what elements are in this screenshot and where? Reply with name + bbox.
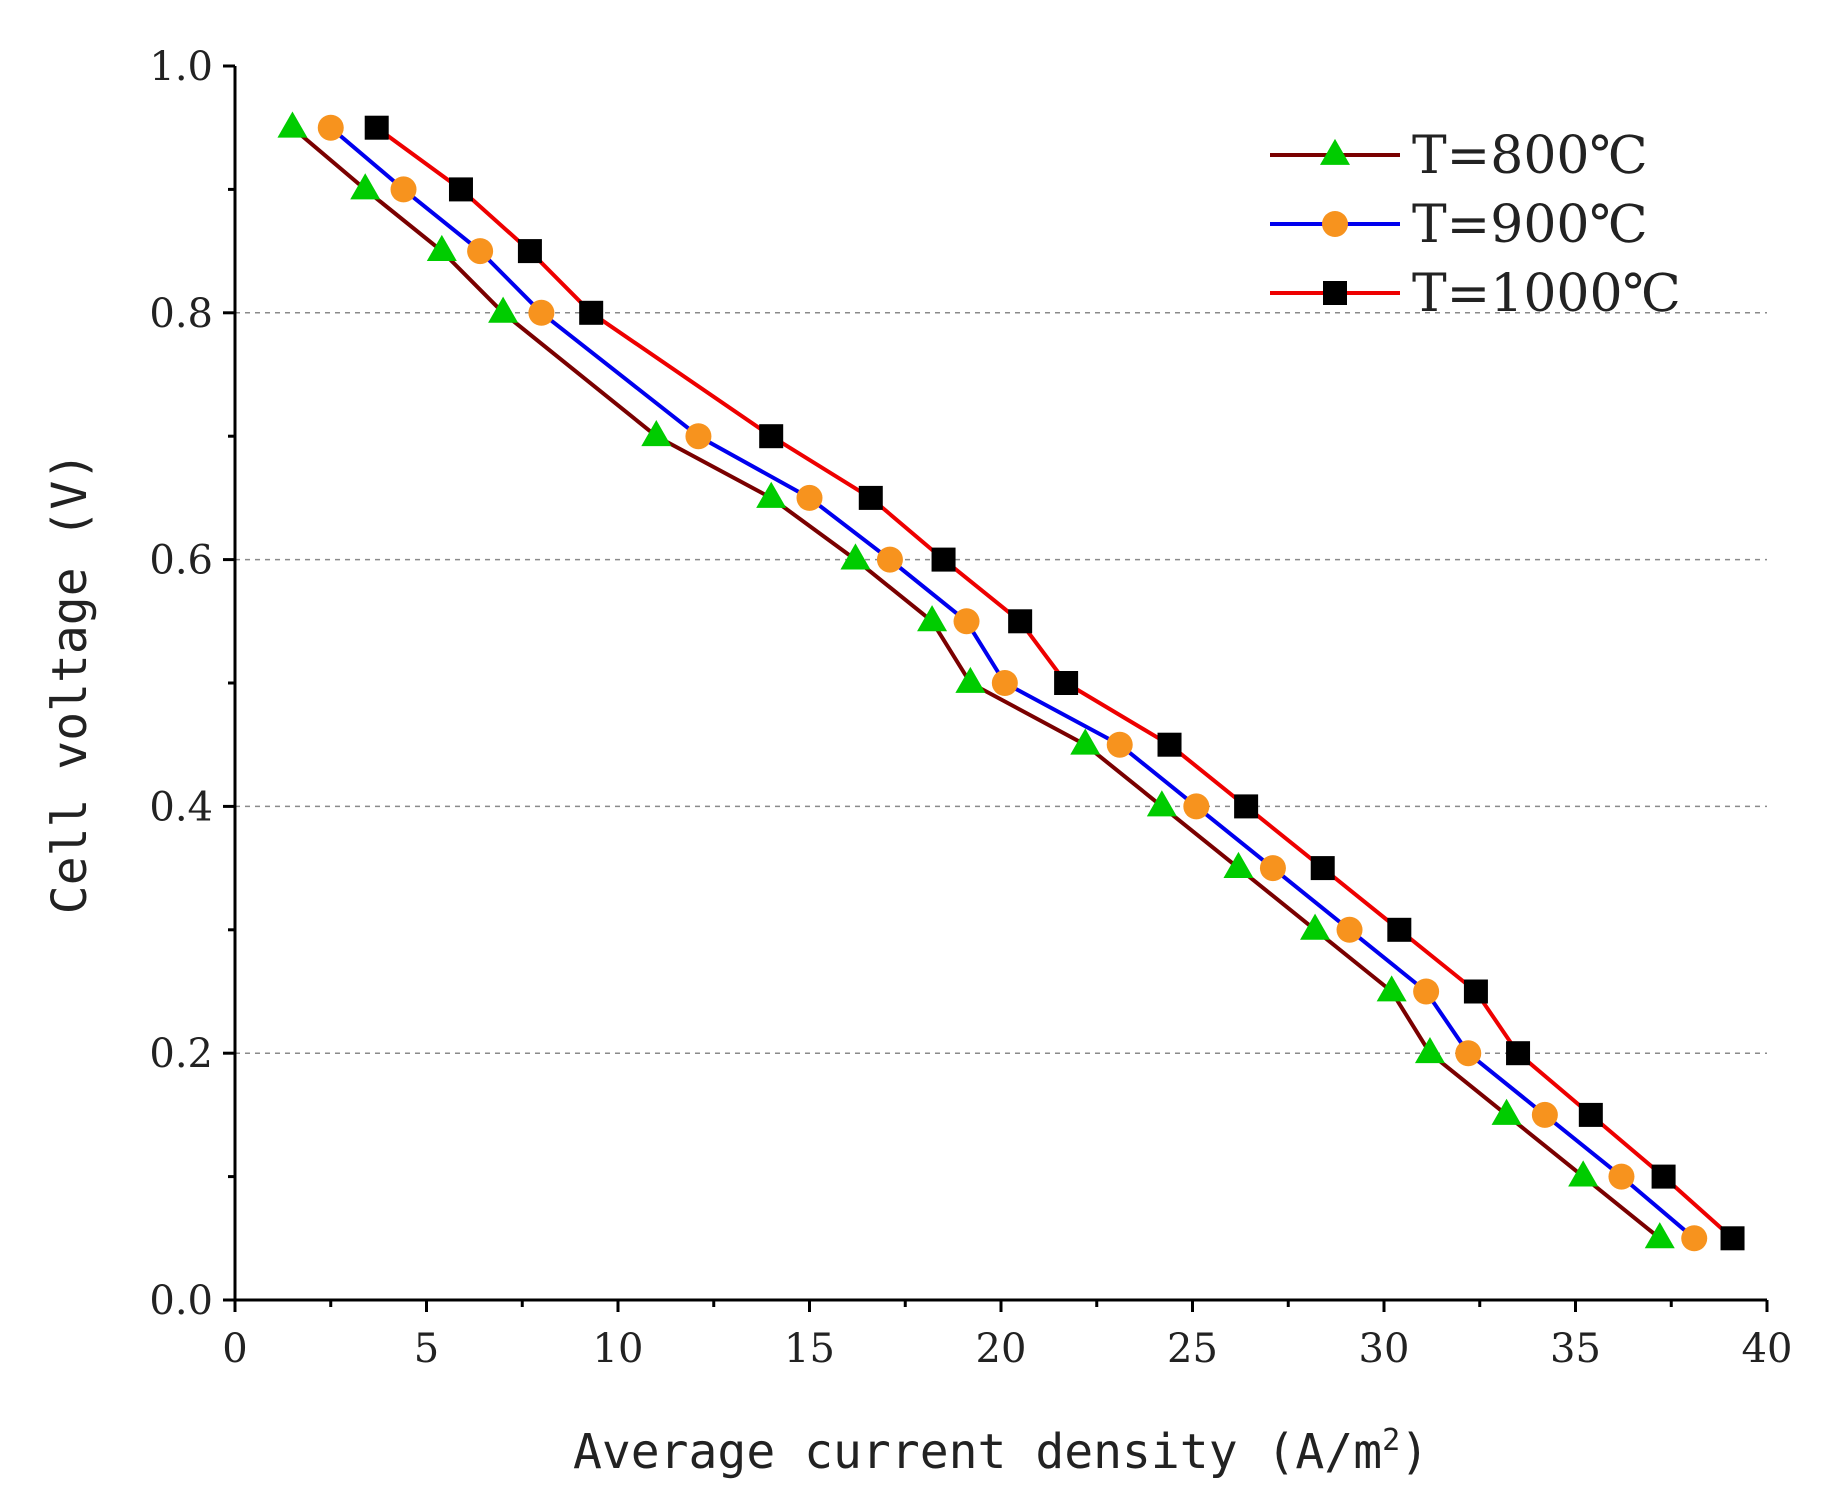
- data-point-0-8: [955, 666, 986, 693]
- data-point-1-7: [953, 608, 980, 635]
- x-tick-label-0: 0: [222, 1326, 247, 1372]
- data-point-1-0: [317, 114, 344, 141]
- data-point-1-16: [1608, 1163, 1635, 1190]
- y-tick-label-4: 0.8: [149, 291, 213, 337]
- data-point-2-7: [1008, 609, 1033, 634]
- data-point-0-7: [917, 605, 948, 632]
- series-layer: [277, 111, 1745, 1252]
- x-axis-title: Average current density (A/m2): [573, 1423, 1429, 1480]
- legend-swatch-marker-2: [1323, 281, 1347, 305]
- ticks-layer: 0.0 0.2 0.4 0.6 0.8 1.0 0 5 10 15 20 25 30 35 40: [149, 44, 1792, 1372]
- y-axis-title: Cell voltage (V): [42, 452, 98, 914]
- data-point-2-14: [1506, 1041, 1531, 1066]
- x-axis-title-superscript: 2: [1382, 1423, 1400, 1458]
- data-point-0-2: [426, 234, 457, 262]
- data-point-0-6: [840, 543, 871, 570]
- legend-swatch-marker-1: [1322, 211, 1348, 237]
- legend-label-2: T=1000℃: [1412, 264, 1681, 324]
- series-line-0: [290, 125, 1662, 1241]
- data-point-0-14: [1414, 1037, 1445, 1064]
- x-axis-title-suffix: ): [1400, 1424, 1429, 1480]
- y-tick-label-0: 0.0: [149, 1278, 213, 1324]
- data-point-2-3: [579, 300, 604, 325]
- legend-swatch-marker-0: [1320, 138, 1350, 165]
- x-tick-label-5: 25: [1167, 1326, 1218, 1372]
- labels-layer: Average current density (A/m2) Cell volt…: [42, 452, 1429, 1480]
- data-point-2-17: [1720, 1226, 1745, 1251]
- data-point-2-2: [517, 239, 542, 264]
- data-point-1-5: [796, 484, 823, 511]
- data-point-2-0: [364, 115, 389, 140]
- data-point-2-1: [448, 177, 473, 202]
- y-tick-label-1: 0.2: [149, 1031, 213, 1077]
- data-point-2-10: [1234, 794, 1259, 819]
- legend-item-0: T=800℃: [1270, 126, 1648, 186]
- x-axis-title-main: Average current density (A/m: [573, 1424, 1382, 1480]
- data-point-1-15: [1531, 1101, 1558, 1128]
- data-point-0-11: [1223, 851, 1254, 879]
- data-point-0-4: [641, 420, 672, 447]
- series-2: [364, 115, 1745, 1251]
- x-tick-label-4: 20: [976, 1326, 1027, 1372]
- data-point-0-15: [1491, 1098, 1522, 1125]
- data-point-0-16: [1568, 1160, 1599, 1187]
- series-line-1: [328, 125, 1697, 1241]
- data-point-1-10: [1183, 793, 1210, 820]
- data-point-1-2: [467, 238, 494, 265]
- data-point-1-14: [1455, 1040, 1482, 1067]
- data-point-1-12: [1336, 916, 1363, 943]
- data-point-1-1: [390, 176, 417, 203]
- x-tick-label-2: 10: [593, 1326, 644, 1372]
- legend-label-1: T=900℃: [1412, 195, 1648, 255]
- data-point-1-17: [1681, 1225, 1708, 1252]
- y-tick-label-3: 0.6: [149, 538, 213, 584]
- data-point-0-1: [350, 173, 381, 200]
- data-point-0-9: [1070, 728, 1101, 755]
- y-tick-label-2: 0.4: [149, 784, 213, 830]
- data-point-2-15: [1578, 1102, 1603, 1127]
- data-point-0-12: [1300, 913, 1331, 940]
- data-point-2-13: [1463, 979, 1488, 1004]
- data-point-1-11: [1259, 855, 1286, 882]
- data-point-2-11: [1310, 856, 1335, 881]
- data-point-1-3: [528, 299, 555, 326]
- data-point-0-17: [1644, 1222, 1675, 1249]
- x-tick-label-1: 5: [414, 1326, 439, 1372]
- data-point-1-6: [876, 546, 903, 573]
- data-point-0-10: [1146, 790, 1177, 817]
- data-point-1-8: [991, 670, 1018, 696]
- data-point-0-13: [1376, 975, 1407, 1002]
- data-point-2-9: [1157, 732, 1182, 757]
- data-point-1-13: [1413, 978, 1440, 1005]
- legend-label-0: T=800℃: [1412, 126, 1648, 186]
- data-point-2-16: [1651, 1164, 1676, 1189]
- y-tick-label-5: 1.0: [149, 44, 213, 90]
- x-tick-label-8: 40: [1742, 1326, 1793, 1372]
- data-point-2-6: [931, 547, 956, 572]
- legend-item-2: T=1000℃: [1270, 264, 1681, 324]
- data-point-0-0: [277, 111, 308, 138]
- data-point-2-12: [1387, 917, 1412, 942]
- x-tick-label-7: 35: [1550, 1326, 1601, 1372]
- legend-item-1: T=900℃: [1270, 195, 1648, 255]
- legend: T=800℃ T=900℃ T=1000℃: [1270, 126, 1681, 324]
- data-point-1-4: [685, 423, 712, 450]
- data-point-2-5: [858, 485, 883, 510]
- x-tick-label-3: 15: [784, 1326, 835, 1372]
- series-1: [317, 114, 1708, 1252]
- data-point-0-5: [756, 481, 787, 508]
- series-0: [277, 111, 1675, 1249]
- data-point-2-4: [759, 424, 784, 449]
- data-point-0-3: [488, 296, 519, 323]
- x-tick-label-6: 30: [1359, 1326, 1410, 1372]
- data-point-2-8: [1054, 671, 1079, 695]
- data-point-1-9: [1106, 731, 1133, 758]
